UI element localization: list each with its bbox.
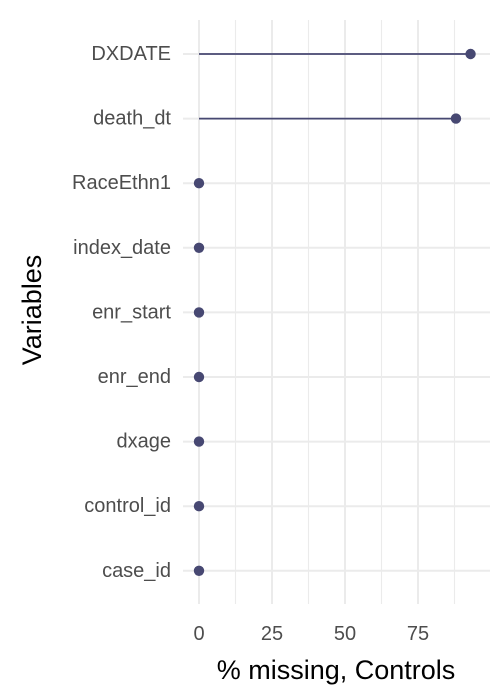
y-tick-label: dxage [117,431,172,453]
y-tick-label: DXDATE [91,43,171,65]
lollipop-point [193,307,205,318]
x-tick-label: 25 [261,623,283,645]
lollipop-point [193,242,205,253]
lollipop-point [450,113,462,124]
lollipop-point [465,48,476,60]
x-tick-label: 75 [407,623,429,645]
y-tick-label: case_id [102,560,171,582]
y-tick-label: control_id [84,495,171,517]
lollipop-marks [193,48,476,576]
lollipop-point [193,565,205,576]
lollipop-point [193,501,205,512]
lollipop-point [193,371,205,383]
grid-lines [183,20,490,604]
lollipop-point [193,436,205,447]
x-tick-label: 50 [334,623,356,645]
y-tick-labels: DXDATE death_dt RaceEthn1 index_date enr_sta… [72,43,171,582]
x-tick-labels: 0 25 50 75 [193,623,429,645]
lollipop-point [193,178,205,189]
x-tick-label: 0 [193,623,204,645]
y-axis-title: Variables [17,255,47,366]
y-tick-label: enr_start [92,301,171,323]
y-tick-label: RaceEthn1 [72,172,171,194]
y-tick-label: enr_end [98,366,171,388]
x-axis-title: % missing, Controls [217,655,456,685]
y-tick-label: index_date [73,237,171,259]
y-tick-label: death_dt [93,108,171,130]
